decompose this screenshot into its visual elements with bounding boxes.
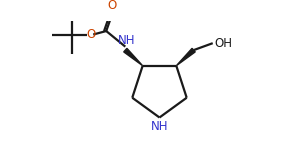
Text: NH: NH bbox=[118, 34, 136, 47]
Polygon shape bbox=[124, 48, 143, 66]
Text: NH: NH bbox=[151, 120, 168, 133]
Text: OH: OH bbox=[214, 37, 233, 50]
Text: O: O bbox=[108, 0, 117, 12]
Text: O: O bbox=[87, 28, 96, 41]
Polygon shape bbox=[176, 48, 195, 66]
